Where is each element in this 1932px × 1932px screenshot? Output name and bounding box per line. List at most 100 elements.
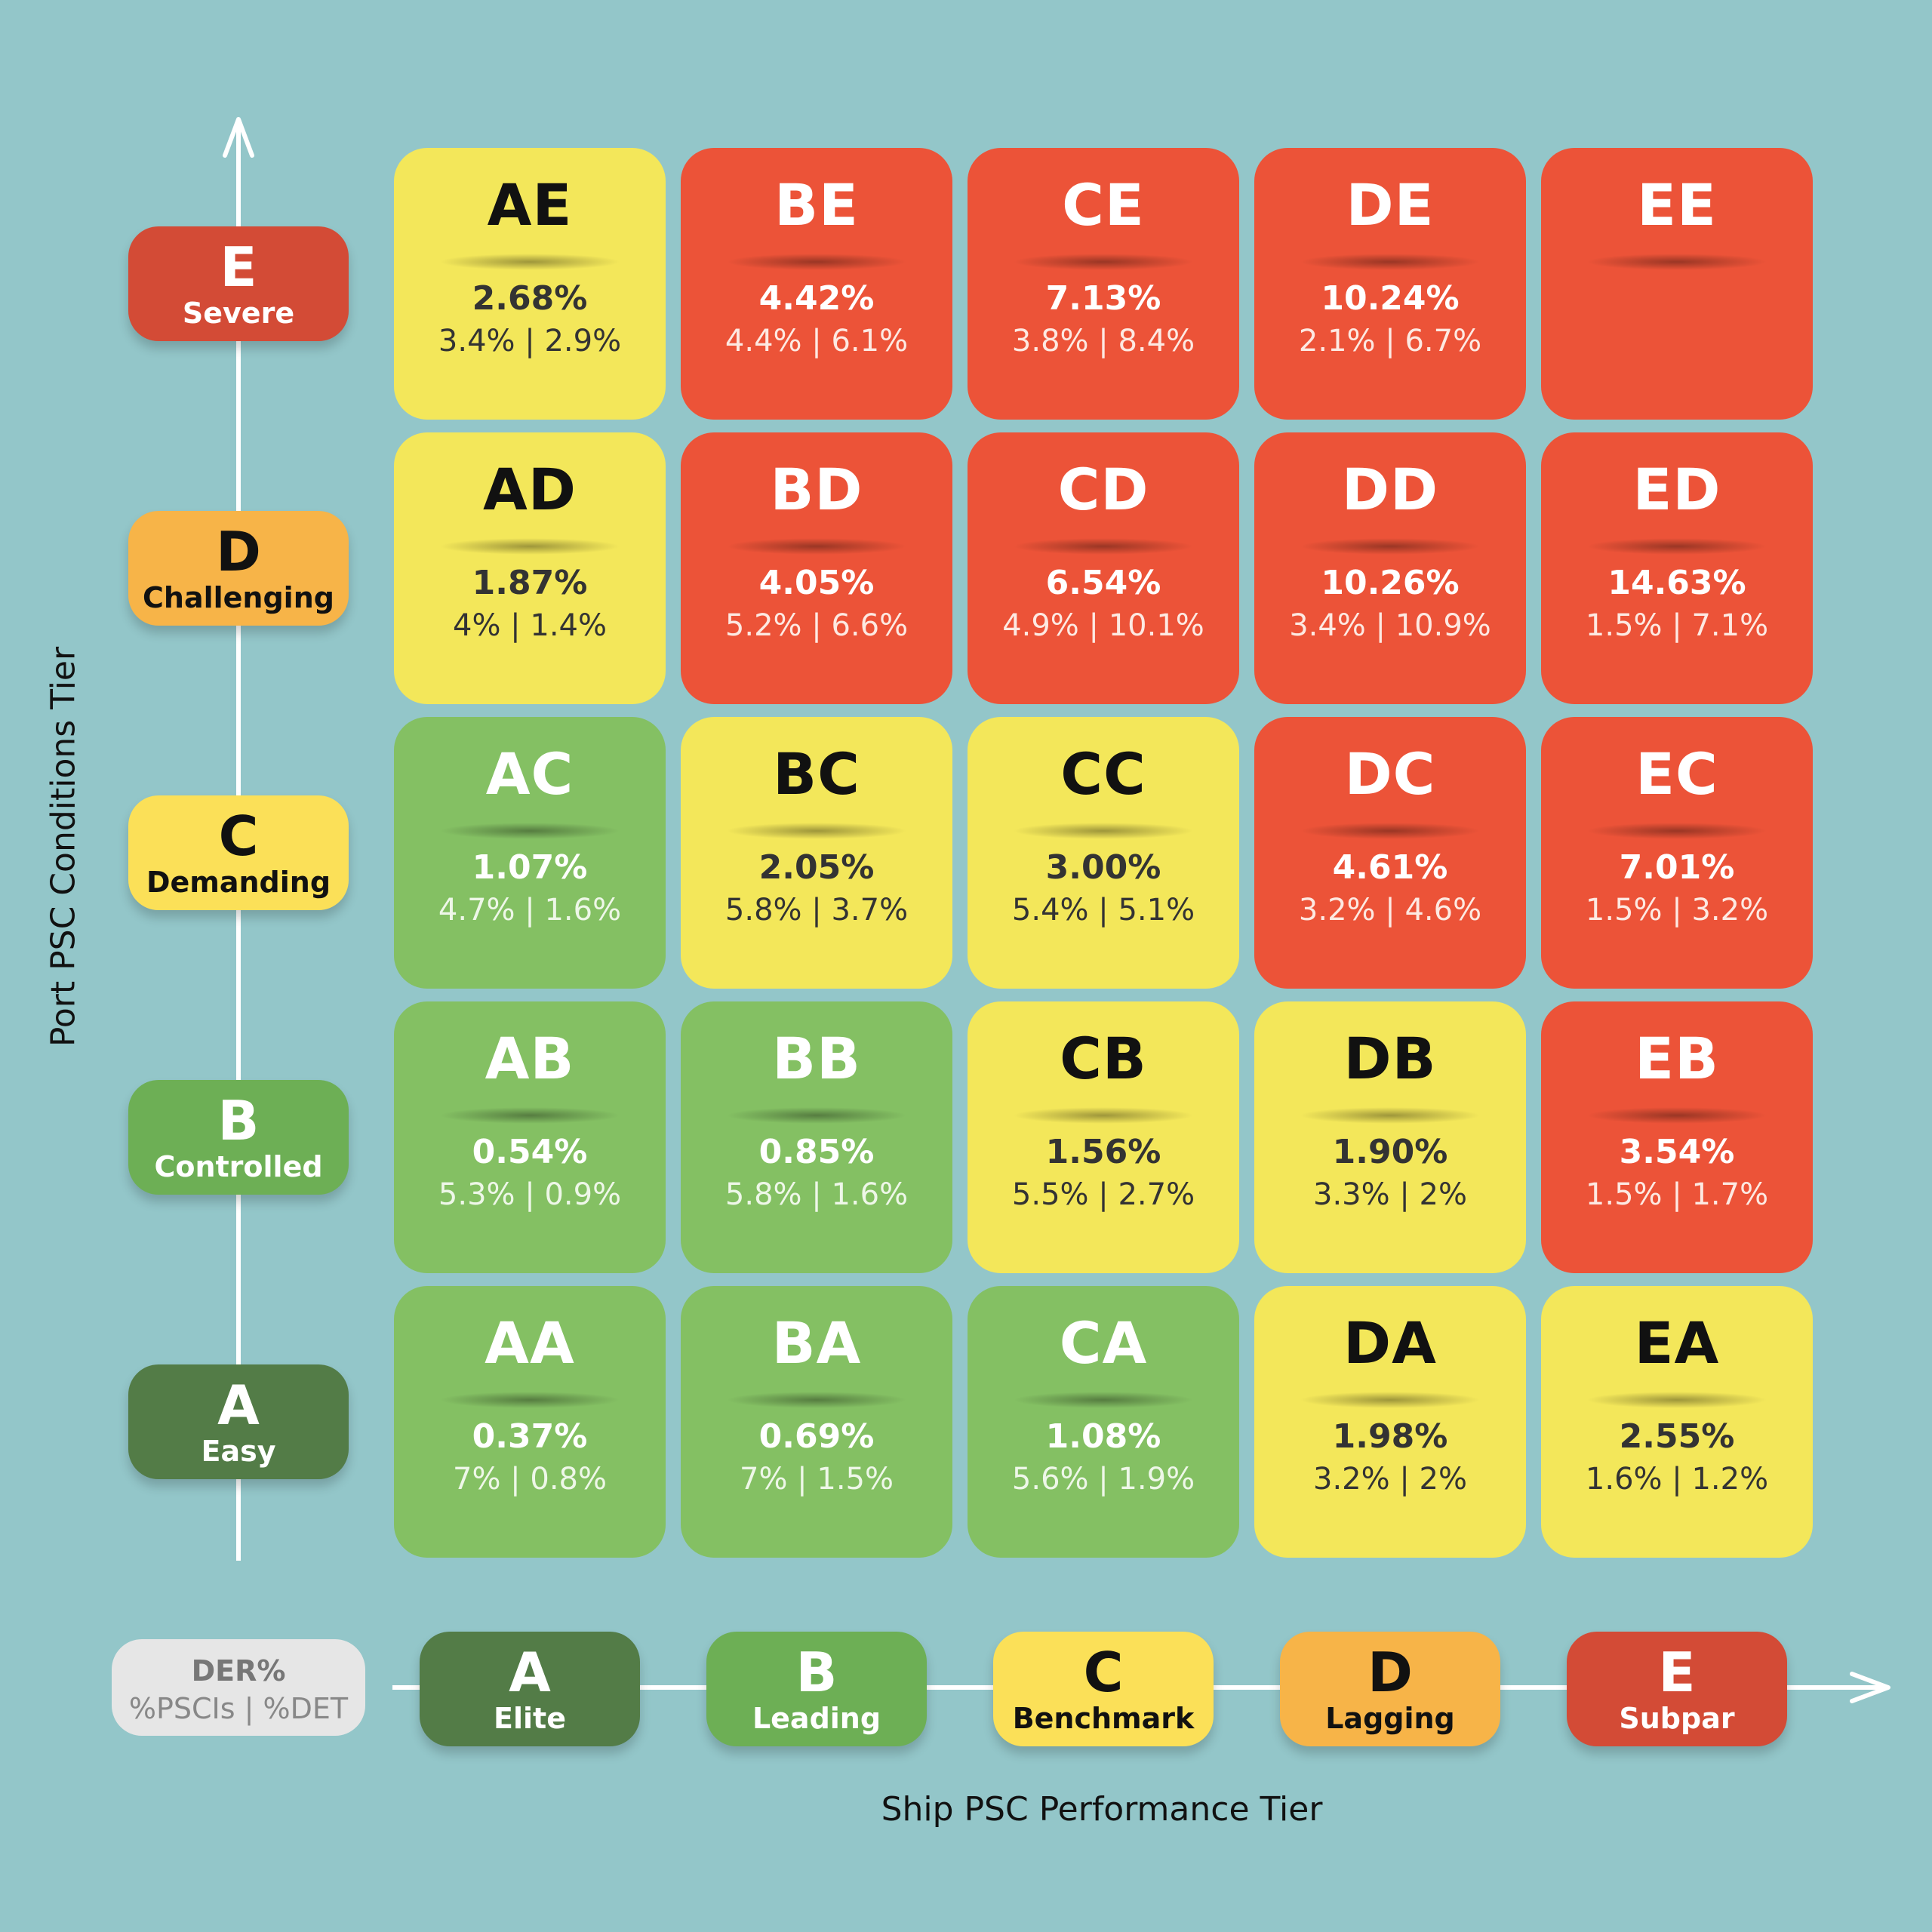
heatmap-cell-dc: DC 4.61% 3.2% | 4.6%: [1254, 717, 1526, 989]
cell-der-value: 1.90%: [1332, 1133, 1448, 1171]
cell-der-value: 4.05%: [758, 564, 875, 602]
cell-code: AE: [487, 171, 573, 238]
cell-code: EE: [1637, 171, 1717, 238]
heatmap-cell-ee: EE: [1541, 148, 1813, 420]
cell-pscis-det: 2.1% | 6.7%: [1298, 324, 1482, 358]
heatmap-cell-da: DA 1.98% 3.2% | 2%: [1254, 1286, 1526, 1558]
cell-code: BA: [771, 1309, 862, 1377]
cell-der-value: 2.55%: [1619, 1417, 1735, 1456]
y-tier-badge-b: B Controlled: [128, 1080, 349, 1195]
x-tier-label: Leading: [752, 1702, 881, 1735]
heatmap-cell-ed: ED 14.63% 1.5% | 7.1%: [1541, 432, 1813, 704]
cell-pscis-det: 3.2% | 2%: [1313, 1462, 1467, 1497]
cell-der-value: 7.01%: [1619, 848, 1735, 887]
y-tier-label: Easy: [201, 1435, 276, 1468]
cell-pscis-det: 5.6% | 1.9%: [1011, 1462, 1195, 1497]
x-tier-label: Subpar: [1619, 1702, 1735, 1735]
y-tier-letter: B: [217, 1089, 260, 1152]
y-tier-label: Severe: [182, 297, 295, 330]
x-tier-badge-c: C Benchmark: [993, 1632, 1214, 1746]
cell-code: CC: [1060, 740, 1146, 808]
cell-pscis-det: 1.5% | 7.1%: [1585, 608, 1769, 643]
cell-der-value: 10.26%: [1321, 564, 1460, 602]
heatmap-cell-bc: BC 2.05% 5.8% | 3.7%: [681, 717, 952, 989]
y-tier-badge-e: E Severe: [128, 226, 349, 341]
heatmap-cell-ca: CA 1.08% 5.6% | 1.9%: [968, 1286, 1239, 1558]
cell-der-value: 2.68%: [472, 279, 588, 318]
x-tier-letter: A: [509, 1641, 551, 1704]
cell-code: AB: [485, 1025, 575, 1092]
cell-code-shadow: [1013, 1107, 1194, 1124]
cell-der-value: 1.08%: [1045, 1417, 1161, 1456]
cell-pscis-det: 5.8% | 1.6%: [724, 1177, 909, 1212]
cell-pscis-det: 1.6% | 1.2%: [1585, 1462, 1769, 1497]
cell-der-value: 0.54%: [472, 1133, 588, 1171]
cell-code-shadow: [1300, 1107, 1481, 1124]
cell-pscis-det: 5.3% | 0.9%: [438, 1177, 622, 1212]
cell-der-value: 14.63%: [1607, 564, 1746, 602]
cell-code-shadow: [1586, 254, 1767, 270]
cell-code: DC: [1344, 740, 1436, 808]
cell-code-shadow: [439, 538, 620, 555]
cell-code: BB: [772, 1025, 861, 1092]
cell-code-shadow: [1586, 1107, 1767, 1124]
cell-code: DD: [1341, 456, 1439, 523]
cell-code-shadow: [1013, 823, 1194, 839]
heatmap-cell-ec: EC 7.01% 1.5% | 3.2%: [1541, 717, 1813, 989]
x-tier-letter: C: [1083, 1641, 1124, 1704]
y-tier-label: Challenging: [143, 581, 334, 614]
y-tier-label: Demanding: [146, 866, 331, 899]
heatmap-cell-ae: AE 2.68% 3.4% | 2.9%: [394, 148, 666, 420]
cell-code: BE: [774, 171, 859, 238]
heatmap-cell-ce: CE 7.13% 3.8% | 8.4%: [968, 148, 1239, 420]
cell-code-shadow: [1586, 1392, 1767, 1408]
cell-der-value: 0.85%: [758, 1133, 875, 1171]
cell-code: BD: [770, 456, 863, 523]
cell-pscis-det: 5.8% | 3.7%: [724, 893, 909, 928]
cell-der-value: 0.37%: [472, 1417, 588, 1456]
cell-pscis-det: 3.4% | 2.9%: [438, 324, 622, 358]
cell-pscis-det: 7% | 1.5%: [740, 1462, 894, 1497]
cell-pscis-det: 4.7% | 1.6%: [438, 893, 622, 928]
cell-code: AD: [483, 456, 577, 523]
legend-primary: DER%: [191, 1654, 286, 1687]
legend-secondary: %PSCIs | %DET: [128, 1692, 349, 1725]
cell-pscis-det: 4.9% | 10.1%: [1002, 608, 1204, 643]
y-tier-badge-c: C Demanding: [128, 795, 349, 910]
cell-code: CB: [1060, 1025, 1147, 1092]
cell-pscis-det: 5.5% | 2.7%: [1011, 1177, 1195, 1212]
cell-der-value: 3.54%: [1619, 1133, 1735, 1171]
heatmap-cell-aa: AA 0.37% 7% | 0.8%: [394, 1286, 666, 1558]
x-tier-letter: D: [1367, 1641, 1413, 1704]
y-tier-letter: C: [218, 804, 259, 868]
cell-code: AC: [485, 740, 574, 808]
heatmap-cell-bb: BB 0.85% 5.8% | 1.6%: [681, 1001, 952, 1273]
cell-code: DA: [1343, 1309, 1437, 1377]
cell-code-shadow: [439, 1392, 620, 1408]
cell-code-shadow: [1300, 823, 1481, 839]
cell-der-value: 2.05%: [758, 848, 875, 887]
cell-der-value: 7.13%: [1045, 279, 1161, 318]
x-tier-badge-b: B Leading: [706, 1632, 927, 1746]
cell-code: CD: [1057, 456, 1149, 523]
cell-code: CE: [1062, 171, 1145, 238]
cell-code: EA: [1634, 1309, 1720, 1377]
cell-code: DB: [1343, 1025, 1437, 1092]
heatmap-cell-be: BE 4.42% 4.4% | 6.1%: [681, 148, 952, 420]
cell-pscis-det: 7% | 0.8%: [453, 1462, 607, 1497]
cell-code-shadow: [1300, 1392, 1481, 1408]
cell-der-value: 4.42%: [758, 279, 875, 318]
y-axis-arrow: [223, 117, 254, 158]
cell-code: DE: [1346, 171, 1435, 238]
cell-pscis-det: 4.4% | 6.1%: [724, 324, 909, 358]
cell-code: AA: [485, 1309, 575, 1377]
heatmap-cell-bd: BD 4.05% 5.2% | 6.6%: [681, 432, 952, 704]
cell-der-value: 1.07%: [472, 848, 588, 887]
heatmap-cell-ab: AB 0.54% 5.3% | 0.9%: [394, 1001, 666, 1273]
cell-code: EB: [1635, 1025, 1719, 1092]
cell-pscis-det: 1.5% | 1.7%: [1585, 1177, 1769, 1212]
cell-code-shadow: [726, 1107, 907, 1124]
y-tier-label: Controlled: [154, 1150, 323, 1183]
cell-code: BC: [773, 740, 860, 808]
x-axis-title: Ship PSC Performance Tier: [881, 1790, 1323, 1829]
